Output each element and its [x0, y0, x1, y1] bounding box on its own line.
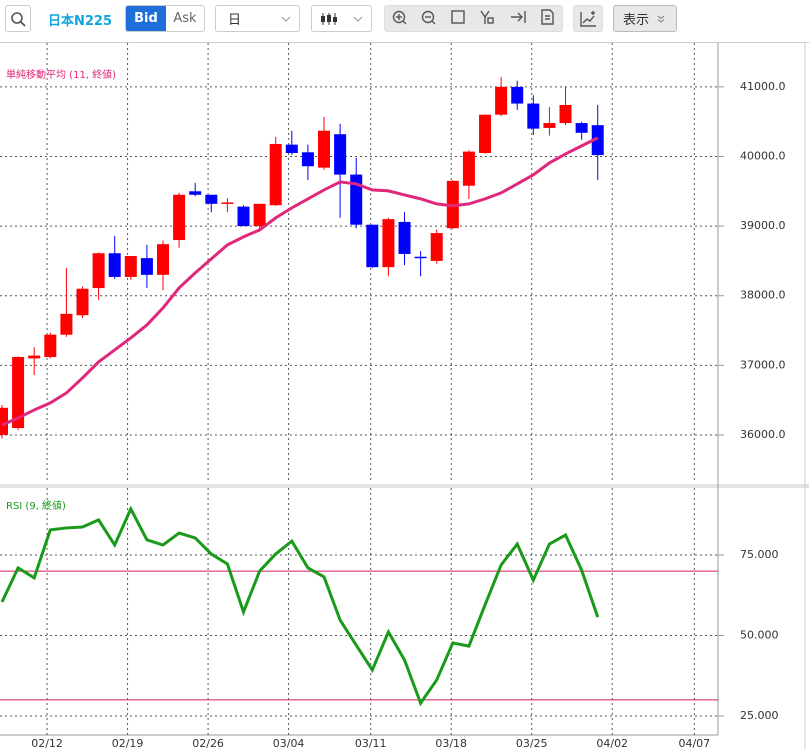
period-dropdown[interactable]: 日: [215, 5, 300, 32]
zoom-out[interactable]: [421, 10, 435, 24]
y-tick-label: 50.000: [740, 628, 779, 641]
x-tick-label: 03/18: [435, 737, 467, 749]
candle-body: [511, 86, 524, 104]
candle-body: [591, 125, 604, 156]
x-tick-label: 03/04: [273, 737, 305, 749]
candle-body: [414, 256, 427, 259]
display-label: 表示: [623, 13, 650, 28]
indicator-icon: [580, 10, 596, 27]
y-lock[interactable]: [480, 10, 490, 24]
toolbar: 日本N225 Bid Ask 日 表示: [0, 0, 809, 40]
bid-button[interactable]: Bid: [126, 6, 166, 31]
chevron: [657, 15, 665, 23]
indicator-button[interactable]: [573, 5, 603, 32]
fit[interactable]: [451, 10, 465, 24]
y-tick-label: 36000.0: [740, 428, 786, 441]
x-tick-label: 02/26: [192, 737, 224, 749]
candle-body: [430, 233, 443, 261]
y-tick-label: 41000.0: [740, 80, 786, 93]
candle-body: [140, 258, 153, 275]
x-tick-label: 03/25: [516, 737, 548, 749]
x-tick-label: 04/07: [678, 737, 710, 749]
candle-body: [0, 407, 8, 435]
chevron: [353, 16, 363, 22]
candle-body: [398, 221, 411, 254]
candle-body: [334, 134, 347, 175]
moving-average-line: [1, 136, 599, 427]
x-tick-label: 02/12: [31, 737, 63, 749]
x-tick-label: 03/11: [355, 737, 387, 749]
rsi-line: [0, 505, 600, 707]
candle-body: [350, 174, 363, 225]
scroll-end[interactable]: [511, 11, 526, 23]
candle-body: [366, 224, 379, 268]
candle-body: [92, 253, 105, 289]
display-button[interactable]: 表示: [613, 5, 677, 32]
candle-body: [237, 206, 250, 227]
candle-body: [124, 256, 137, 277]
candle-body: [462, 151, 475, 186]
candle-body: [382, 219, 395, 268]
candle-body: [60, 313, 73, 335]
zoom-in[interactable]: [392, 10, 406, 24]
candle-body: [253, 203, 266, 227]
candle-body: [559, 104, 572, 124]
candle-body: [527, 103, 540, 129]
y-tick-label: 39000.0: [740, 219, 786, 232]
panel-separator: [0, 484, 809, 488]
x-tick-label: 04/02: [596, 737, 628, 749]
document[interactable]: [541, 9, 554, 25]
candle-body: [205, 194, 218, 204]
tool-icons: [392, 9, 554, 25]
ask-button[interactable]: Ask: [173, 11, 197, 26]
candle-icon: [320, 12, 337, 25]
y-tick-label: 75.000: [740, 548, 779, 561]
candle-body: [173, 194, 186, 241]
chart-type-dropdown[interactable]: [311, 5, 372, 32]
x-tick-label: 02/19: [112, 737, 144, 749]
candle-body: [28, 355, 41, 359]
candle-body: [189, 191, 202, 195]
series-label: RSI (9, 終値): [6, 499, 66, 512]
candle-body: [12, 356, 25, 428]
y-tick-label: 38000.0: [740, 289, 786, 302]
y-tick-label: 40000.0: [740, 149, 786, 162]
period-label: 日: [228, 13, 242, 28]
candle-body: [301, 152, 314, 167]
indicator-label: 単純移動平均 (11, 終値): [6, 68, 116, 81]
candle-body: [108, 253, 121, 277]
top-border: [0, 42, 809, 43]
candle-body: [76, 288, 89, 316]
bid-ask-toggle: Bid Ask: [125, 5, 205, 32]
y-tick-label: 25.000: [740, 709, 779, 722]
candle-body: [269, 143, 282, 206]
chevron: [281, 16, 291, 22]
symbol[interactable]: 日本N225: [48, 14, 113, 29]
y-tick-label: 37000.0: [740, 358, 786, 371]
candle-body: [495, 86, 508, 115]
search-button[interactable]: [5, 5, 31, 32]
search-icon: [11, 11, 26, 27]
candle-body: [221, 202, 234, 204]
candle-body: [575, 123, 588, 133]
candle-body: [157, 244, 170, 275]
candle-body: [318, 130, 331, 168]
candle-body: [285, 144, 298, 153]
tool-group: [384, 5, 563, 32]
candle-body: [543, 123, 556, 128]
candle-body: [44, 334, 57, 357]
candle-body: [479, 114, 492, 153]
